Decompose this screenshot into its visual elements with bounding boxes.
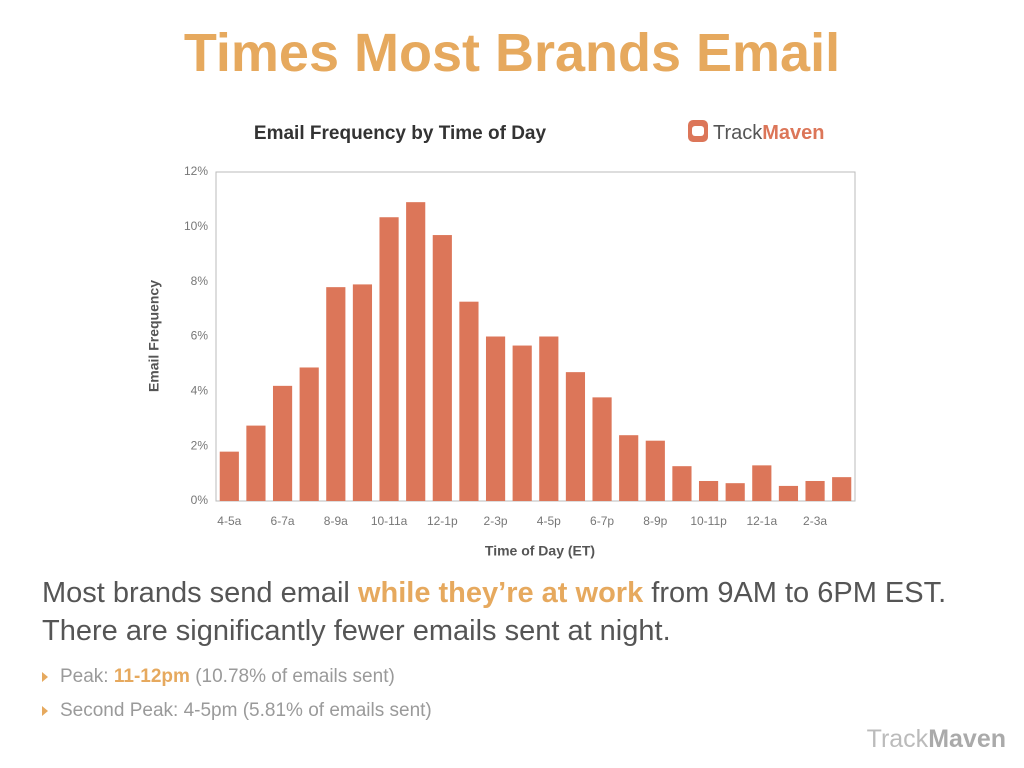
bullet-prefix: Peak: bbox=[60, 666, 114, 687]
bar bbox=[725, 483, 745, 501]
footer-text-2: Maven bbox=[928, 725, 1006, 753]
body-highlight: while they’re at work bbox=[357, 577, 644, 609]
bullet-suffix: (10.78% of emails sent) bbox=[189, 666, 395, 687]
bar bbox=[778, 485, 799, 501]
logo: TrackMaven bbox=[688, 120, 825, 144]
x-tick-label: 2-3a bbox=[803, 514, 827, 528]
body-text: Most brands send email while they’re at … bbox=[42, 574, 1002, 650]
chart: Email Frequency by Time of Day TrackMave… bbox=[146, 120, 856, 559]
bar bbox=[805, 480, 825, 501]
bar bbox=[272, 385, 293, 501]
slide-title: Times Most Brands Email bbox=[183, 23, 841, 83]
y-tick-label: 10% bbox=[184, 219, 208, 233]
x-tick-label: 6-7p bbox=[590, 514, 614, 528]
y-tick-label: 8% bbox=[191, 274, 209, 288]
x-tick-label: 6-7a bbox=[271, 514, 295, 528]
bar bbox=[432, 235, 452, 501]
body-text-1: Most brands send email bbox=[42, 577, 358, 609]
bar bbox=[619, 435, 639, 501]
logo-text-1: Track bbox=[713, 122, 763, 144]
bar bbox=[219, 451, 239, 501]
x-tick-label: 8-9a bbox=[324, 514, 348, 528]
x-axis-label: Time of Day (ET) bbox=[485, 543, 595, 559]
bar bbox=[485, 336, 506, 501]
bar bbox=[539, 336, 559, 501]
bar bbox=[379, 217, 399, 502]
x-tick-label: 10-11p bbox=[690, 514, 727, 528]
x-tick-label: 12-1a bbox=[746, 514, 777, 528]
bar bbox=[459, 301, 479, 501]
bar bbox=[512, 345, 532, 501]
y-tick-label: 12% bbox=[184, 164, 208, 178]
bullet: Peak: 11-12pm (10.78% of emails sent) bbox=[42, 666, 395, 688]
x-tick-label: 4-5a bbox=[217, 514, 241, 528]
bar bbox=[592, 397, 612, 501]
y-tick-label: 4% bbox=[191, 384, 209, 398]
bar bbox=[752, 465, 772, 501]
x-tick-label: 12-1p bbox=[427, 514, 458, 528]
bar bbox=[832, 477, 852, 501]
x-tick-label: 8-9p bbox=[643, 514, 667, 528]
bullet: Second Peak: 4-5pm (5.81% of emails sent… bbox=[42, 700, 432, 722]
bar bbox=[246, 425, 266, 501]
x-tick-label: 10-11a bbox=[371, 514, 408, 528]
body-text-2: from 9AM to 6PM EST. There are significa… bbox=[42, 577, 947, 647]
x-tick-label: 2-3p bbox=[484, 514, 508, 528]
bar bbox=[645, 440, 665, 501]
logo-icon-face bbox=[692, 126, 704, 136]
bar bbox=[698, 480, 719, 501]
plot-frame bbox=[215, 171, 856, 502]
bar bbox=[565, 372, 586, 501]
chart-title: Email Frequency by Time of Day bbox=[254, 123, 547, 144]
bar bbox=[299, 367, 319, 501]
bullet-text: Second Peak: 4-5pm (5.81% of emails sent… bbox=[60, 700, 432, 721]
bar bbox=[352, 284, 373, 501]
logo-text-2: Maven bbox=[762, 122, 824, 144]
y-tick-label: 2% bbox=[191, 438, 209, 452]
y-axis-label: Email Frequency bbox=[146, 280, 162, 392]
logo-text: TrackMaven bbox=[713, 122, 825, 144]
bullet-highlight: 11-12pm bbox=[113, 666, 190, 687]
x-tick-label: 4-5p bbox=[537, 514, 561, 528]
footer-logo: TrackMaven bbox=[867, 725, 1006, 754]
y-tick-label: 0% bbox=[191, 493, 209, 507]
bar bbox=[406, 202, 426, 502]
bar bbox=[672, 466, 692, 501]
y-tick-label: 6% bbox=[191, 329, 209, 343]
bar bbox=[326, 287, 346, 501]
footer-text-1: Track bbox=[866, 725, 929, 753]
